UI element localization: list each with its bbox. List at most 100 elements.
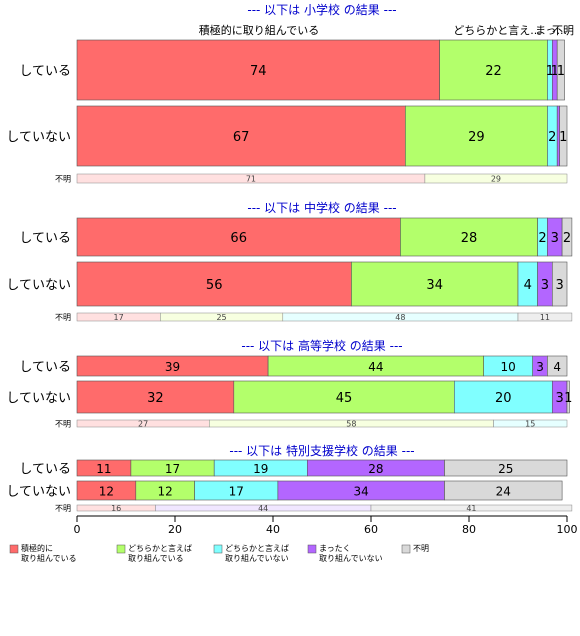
data-label: 4 bbox=[524, 278, 532, 293]
legend-swatch bbox=[307, 544, 317, 554]
data-label: 1 bbox=[557, 64, 565, 79]
bar-segment bbox=[559, 105, 568, 167]
legend-label: どちらかと言えば取り組んでいる bbox=[128, 543, 192, 563]
data-label: 45 bbox=[336, 391, 353, 406]
data-label: 44 bbox=[368, 360, 383, 374]
unknown-data-label: 17 bbox=[114, 313, 124, 322]
bar-segment bbox=[351, 261, 519, 307]
data-label: 1 bbox=[551, 64, 559, 79]
unknown-data-label: 29 bbox=[491, 175, 501, 184]
unknown-data-label: 44 bbox=[258, 504, 268, 513]
x-tick-label: 100 bbox=[557, 523, 578, 536]
data-label: 1 bbox=[546, 64, 554, 79]
unknown-data-label: 71 bbox=[246, 175, 256, 184]
data-label: 28 bbox=[368, 462, 383, 476]
bar-segment bbox=[439, 39, 548, 101]
legend-swatch bbox=[9, 544, 19, 554]
legend-label: まったく取り組んでいない bbox=[319, 544, 383, 563]
legend-label-line: どちらかと言えば bbox=[225, 543, 289, 553]
row-label: している bbox=[19, 231, 71, 246]
x-tick-label: 0 bbox=[74, 523, 81, 536]
data-label: 25 bbox=[498, 462, 513, 476]
unknown-data-label: 58 bbox=[346, 420, 356, 429]
top-category-label: 積極的に取り組んでいる bbox=[199, 23, 319, 37]
legend-label-line: 取り組んでいない bbox=[225, 553, 289, 563]
data-label: 12 bbox=[99, 485, 114, 499]
top-category-label: どちらかと言え... bbox=[453, 24, 541, 37]
panel-title: --- 以下は 高等学校 の結果 --- bbox=[241, 338, 402, 353]
legend-label-line: 積極的に bbox=[21, 543, 53, 553]
bar-segment bbox=[444, 480, 563, 501]
unknown-data-label: 11 bbox=[540, 313, 550, 322]
data-label: 66 bbox=[230, 231, 247, 246]
data-label: 32 bbox=[147, 391, 164, 406]
unknown-data-label: 41 bbox=[466, 504, 476, 513]
data-label: 56 bbox=[206, 278, 223, 293]
data-label: 10 bbox=[501, 360, 516, 374]
panel-title: --- 以下は 特別支援学校 の結果 --- bbox=[229, 443, 414, 458]
data-label: 34 bbox=[354, 485, 369, 499]
data-label: 12 bbox=[158, 485, 173, 499]
panel-title: --- 以下は 中学校 の結果 --- bbox=[247, 200, 396, 215]
data-label: 1 bbox=[564, 391, 572, 406]
legend-label-line: まったく bbox=[319, 544, 351, 553]
data-label: 29 bbox=[468, 130, 485, 145]
data-label: 2 bbox=[548, 130, 556, 145]
row-label: していない bbox=[6, 391, 71, 406]
data-label: 3 bbox=[536, 360, 544, 374]
data-label: 4 bbox=[553, 360, 561, 374]
legend-swatch bbox=[401, 544, 411, 554]
bar-segment bbox=[400, 217, 538, 257]
unknown-row-label: 不明 bbox=[55, 175, 71, 184]
data-label: 17 bbox=[229, 485, 244, 499]
legend-label-line: 取り組んでいない bbox=[319, 553, 383, 563]
row-label: していない bbox=[6, 130, 71, 145]
bar-segment bbox=[444, 459, 568, 477]
unknown-row-label: 不明 bbox=[55, 313, 71, 322]
data-label: 17 bbox=[165, 462, 180, 476]
bar-segment bbox=[404, 105, 548, 167]
unknown-data-label: 25 bbox=[216, 313, 226, 322]
row-label: している bbox=[19, 360, 71, 375]
unknown-data-label: 16 bbox=[111, 504, 121, 513]
data-label: 22 bbox=[485, 64, 502, 79]
data-label: 2 bbox=[538, 231, 546, 246]
unknown-bar-segment bbox=[370, 504, 573, 512]
data-label: 3 bbox=[551, 231, 559, 246]
data-label: 1 bbox=[559, 130, 567, 145]
bar-segment bbox=[233, 380, 455, 414]
data-label: 3 bbox=[556, 391, 564, 406]
top-category-label: 不明 bbox=[552, 24, 574, 37]
x-tick-label: 60 bbox=[364, 523, 378, 536]
x-tick-label: 80 bbox=[462, 523, 476, 536]
top-category-label: まっ... bbox=[535, 24, 567, 37]
unknown-bar-segment bbox=[424, 173, 568, 184]
bar-segment bbox=[76, 217, 401, 257]
legend-label-line: 取り組んでいる bbox=[21, 553, 77, 563]
data-label: 3 bbox=[541, 278, 549, 293]
bar-segment bbox=[556, 39, 565, 101]
data-label: 2 bbox=[563, 231, 571, 246]
legend-label: 積極的に取り組んでいる bbox=[21, 543, 77, 563]
unknown-data-label: 15 bbox=[525, 420, 535, 429]
x-tick-label: 40 bbox=[266, 523, 280, 536]
bar-segment bbox=[76, 105, 406, 167]
bar-segment bbox=[566, 380, 570, 414]
unknown-data-label: 27 bbox=[138, 420, 148, 429]
data-label: 24 bbox=[496, 485, 511, 499]
unknown-row-label: 不明 bbox=[55, 504, 71, 513]
data-label: 39 bbox=[165, 360, 180, 374]
unknown-bar-segment bbox=[493, 419, 568, 428]
bar-segment bbox=[561, 217, 573, 257]
legend-label-line: 取り組んでいる bbox=[128, 553, 184, 563]
row-label: している bbox=[19, 64, 71, 79]
legend-label-line: 不明 bbox=[413, 544, 429, 553]
bar-segment bbox=[76, 261, 352, 307]
unknown-row-label: 不明 bbox=[55, 420, 71, 429]
legend-label-line: どちらかと言えば bbox=[128, 543, 192, 553]
bar-segment bbox=[76, 380, 235, 414]
data-label: 3 bbox=[556, 278, 564, 293]
unknown-data-label: 48 bbox=[395, 313, 405, 322]
